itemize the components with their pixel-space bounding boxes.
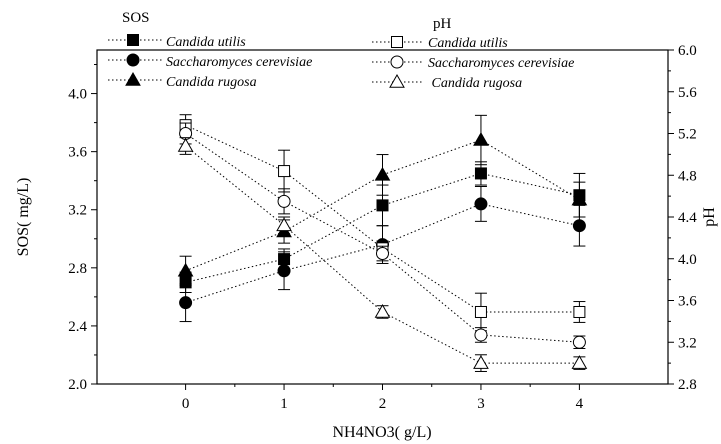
plot-area: 0 1 2 3 4 2.0 2.4 2.8 3.2 3.6 4.0 2.8 3.2 3.6 4.0 4.4 4.… [15,43,718,441]
x-axis-title: NH4NO3( g/L) [332,424,431,441]
data-point [474,328,488,342]
legend-header-ph: pH [433,16,452,32]
x-tick-label: 3 [477,396,485,412]
legend-label-sos-candida-utilis: Candida utilis [166,35,246,50]
data-point [473,132,489,146]
data-point [276,217,292,232]
x-tick-label: 0 [182,396,190,412]
y2-tick-label: 2.8 [678,377,697,393]
legend-label-sos-candida-rugosa: Candida rugosa [166,75,257,90]
legend-label-ph-candida-rugosa: Candida rugosa [428,76,522,91]
data-point [177,262,194,277]
y2-tick-label: 4.8 [678,168,697,184]
legend-marker [391,36,403,48]
x-tick-label: 2 [379,396,387,412]
y2-tick-label: 4.0 [678,252,697,268]
y-tick-label: 2.8 [68,261,87,277]
y-axis-title: SOS( mg/L) [15,178,32,257]
data-point [571,191,588,206]
data-point [572,219,586,233]
legend-marker [125,71,141,86]
y-tick-label: 3.6 [68,145,87,161]
data-point [571,355,588,369]
y-tick-label: 4.0 [68,87,87,103]
data-point [177,138,194,152]
data-point [474,167,487,180]
legend-marker [127,34,139,46]
y2-tick-label: 5.2 [678,127,697,143]
y-tick-label: 3.2 [68,203,87,219]
data-point [374,303,391,318]
data-point [374,166,391,181]
x-tick-label: 4 [576,396,584,412]
series-5 [177,137,588,372]
y2-axis-title: pH [701,207,718,227]
series-line [185,124,580,313]
series-line [185,145,580,364]
y2-tick-label: 3.6 [678,294,697,310]
y2-tick-label: 6.0 [678,43,697,59]
data-point [474,197,488,211]
data-point [376,247,389,261]
legend-label-ph-candida-utilis: Candida utilis [428,36,508,51]
data-point [572,335,586,349]
legend-label-sos-saccharomyces: Saccharomyces cerevisiae [166,55,312,70]
y2-tick-label: 5.6 [678,85,697,101]
data-point [277,194,291,208]
legend-marker [126,53,140,67]
data-point [474,305,487,318]
y2-tick-label: 4.4 [678,210,697,226]
y-tick-label: 2.0 [68,377,87,393]
legend-header-sos: SOS [122,10,150,26]
data-point [278,165,291,178]
data-point [277,264,291,278]
legend-label-ph-saccharomyces: Saccharomyces cerevisiae [428,56,574,71]
data-point [376,199,389,212]
legend-marker [390,55,404,69]
y-tick-label: 2.4 [68,319,87,335]
legend: SOS pH Candida utilis Saccharomyces cere… [108,10,574,91]
x-tick-label: 1 [280,396,288,412]
y2-tick-label: 3.2 [678,335,697,351]
legend-marker [389,73,405,88]
series-layer [177,114,588,372]
data-point [573,305,586,318]
data-point [473,355,489,369]
data-point [179,296,193,310]
